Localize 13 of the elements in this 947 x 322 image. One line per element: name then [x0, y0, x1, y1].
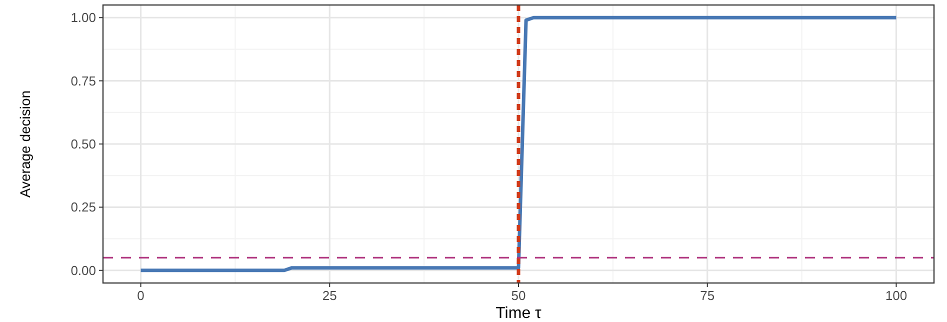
y-tick-label: 0.25 — [70, 200, 96, 215]
y-tick-label: 0.00 — [70, 262, 96, 278]
x-axis-title: Time τ — [496, 305, 542, 322]
y-tick-label: 1.00 — [70, 10, 96, 26]
x-tick-label: 75 — [700, 288, 715, 303]
x-tick-label: 100 — [885, 288, 908, 303]
y-tick-label: 0.75 — [70, 73, 96, 88]
line-series — [139, 16, 898, 272]
x-tick-label: 0 — [137, 288, 144, 303]
x-tick-label: 50 — [511, 288, 526, 303]
y-tick-label: 0.50 — [70, 136, 96, 152]
y-axis-title: Average decision — [17, 90, 33, 198]
x-tick-label: 25 — [322, 288, 337, 303]
